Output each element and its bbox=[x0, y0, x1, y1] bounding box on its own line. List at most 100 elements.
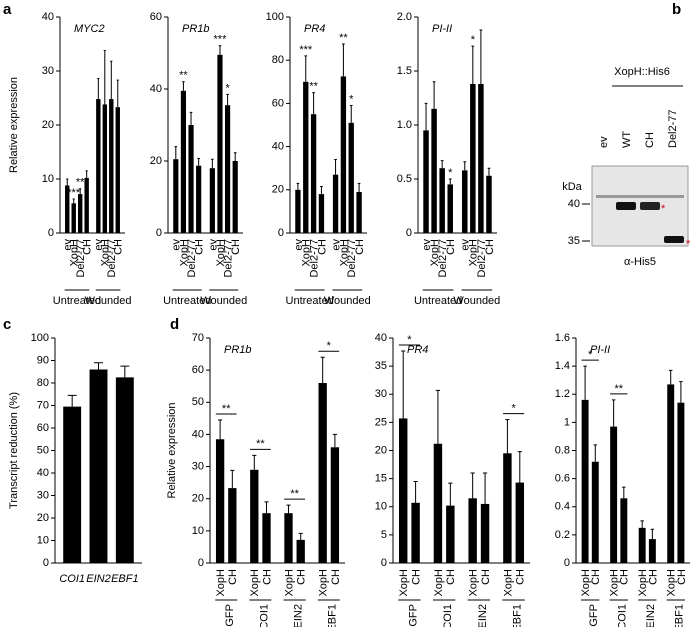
y-tick-label: 50 bbox=[37, 444, 49, 456]
bar bbox=[296, 539, 305, 563]
bar bbox=[480, 503, 490, 563]
y-tick-label: 20 bbox=[375, 444, 387, 456]
bar bbox=[262, 513, 271, 563]
y-tick-label: 0 bbox=[198, 557, 204, 569]
significance: ** bbox=[76, 177, 85, 189]
significance: * bbox=[349, 93, 354, 105]
y-tick-label: 90 bbox=[37, 354, 49, 366]
error-bar bbox=[482, 472, 488, 504]
x-tick-label: ev bbox=[330, 239, 342, 251]
error-bar bbox=[334, 159, 337, 175]
x-tick-label: Del2-77 bbox=[106, 239, 118, 278]
y-tick-label: 40 bbox=[42, 11, 54, 23]
bar bbox=[71, 203, 76, 233]
y-tick-label: 10 bbox=[42, 173, 54, 185]
y-tick-label: 20 bbox=[272, 184, 284, 196]
y-tick-label: 40 bbox=[150, 83, 162, 95]
bar bbox=[581, 399, 589, 563]
error-bar bbox=[349, 105, 353, 123]
chart-title: PI-II bbox=[432, 23, 452, 35]
group-label: siGFP bbox=[588, 604, 600, 627]
bar bbox=[224, 105, 231, 233]
x-tick-label: EIN2 bbox=[86, 573, 110, 585]
x-tick-label: CH bbox=[316, 239, 328, 255]
group-label: siEIN2 bbox=[293, 604, 305, 627]
significance: * bbox=[327, 340, 332, 352]
x-tick-label: XopH bbox=[100, 239, 112, 267]
significance: * bbox=[225, 82, 230, 94]
x-tick-label: CH bbox=[590, 569, 602, 585]
x-tick-label: ev bbox=[460, 239, 472, 251]
error-bar bbox=[116, 79, 119, 108]
y-tick-label: 70 bbox=[37, 399, 49, 411]
y-tick-label: 1.6 bbox=[555, 332, 570, 344]
y-tick-label: 40 bbox=[272, 141, 284, 153]
chart-title: PR4 bbox=[304, 23, 325, 35]
x-tick-label: Del2-77 bbox=[346, 239, 358, 278]
error-bar bbox=[66, 178, 69, 186]
group-label: siEBF1 bbox=[327, 604, 339, 627]
y-tick-label: 80 bbox=[37, 377, 49, 389]
group-label: Untreated bbox=[53, 295, 101, 307]
bar bbox=[398, 418, 408, 563]
significance: *** bbox=[214, 34, 228, 46]
bar bbox=[232, 161, 238, 233]
bar bbox=[446, 505, 455, 563]
y-tick-label: 1.5 bbox=[397, 65, 412, 77]
y-tick-label: 0 bbox=[406, 227, 412, 239]
y-tick-label: 0.6 bbox=[555, 473, 570, 485]
bar bbox=[620, 498, 628, 563]
error-bar bbox=[470, 472, 475, 499]
error-bar bbox=[304, 55, 308, 82]
y-tick-label: 35 bbox=[375, 360, 387, 372]
y-tick-label: 0 bbox=[564, 557, 570, 569]
error-bar bbox=[611, 399, 616, 427]
bar bbox=[447, 184, 453, 233]
y-tick-label: 0.4 bbox=[555, 501, 570, 513]
bar bbox=[188, 125, 194, 233]
x-tick-label: CH bbox=[484, 239, 496, 255]
x-tick-label: XopH bbox=[433, 569, 445, 597]
bar bbox=[250, 469, 259, 563]
bar bbox=[470, 83, 476, 234]
bar bbox=[180, 90, 187, 233]
x-tick-label: CH bbox=[445, 569, 457, 585]
y-tick-label: 60 bbox=[192, 364, 204, 376]
lane-label: WT bbox=[621, 131, 633, 148]
significance: * bbox=[511, 402, 516, 414]
error-bar bbox=[174, 146, 178, 160]
bar bbox=[215, 439, 225, 563]
group-label: Wounded bbox=[85, 295, 132, 307]
bar bbox=[638, 527, 646, 563]
bar bbox=[318, 194, 325, 233]
error-bar bbox=[296, 182, 300, 190]
error-bar bbox=[401, 350, 406, 419]
y-tick-label: 20 bbox=[150, 155, 162, 167]
error-bar bbox=[517, 451, 522, 483]
y-tick-label: 50 bbox=[192, 396, 204, 408]
y-tick-label: 10 bbox=[375, 501, 387, 513]
error-bar bbox=[332, 433, 337, 448]
x-tick-label: XopH bbox=[429, 239, 441, 267]
error-bar bbox=[435, 389, 441, 444]
significance: ** bbox=[222, 403, 231, 415]
lane-label: Del2-77 bbox=[667, 109, 679, 148]
significance: * bbox=[407, 334, 412, 346]
x-tick-label: CH bbox=[330, 569, 342, 585]
error-bar bbox=[357, 182, 361, 192]
group-label: siEBF1 bbox=[674, 604, 686, 627]
x-tick-label: CH bbox=[82, 239, 94, 255]
bar bbox=[411, 502, 420, 563]
x-tick-label: CH bbox=[261, 569, 273, 585]
bar bbox=[439, 168, 445, 233]
bar bbox=[89, 369, 108, 563]
blot-band bbox=[664, 236, 684, 243]
error-bar bbox=[650, 528, 655, 540]
error-bar bbox=[593, 444, 598, 462]
y-tick-label: 40 bbox=[375, 332, 387, 344]
significance: * bbox=[588, 349, 593, 361]
x-tick-label: Del2-77 bbox=[186, 239, 198, 278]
x-tick-label: CH bbox=[676, 569, 688, 585]
significance: *** bbox=[67, 187, 81, 199]
